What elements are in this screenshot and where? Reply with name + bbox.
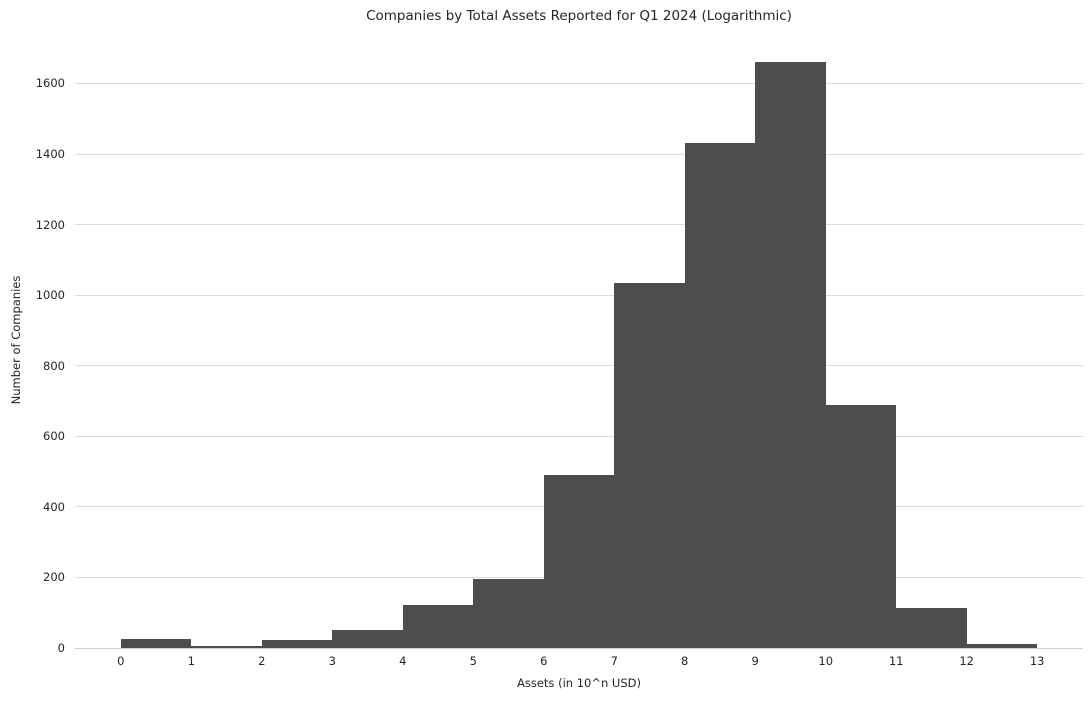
y-tick-label: 1000 — [35, 288, 65, 303]
gridline — [75, 435, 1083, 437]
gridline — [75, 153, 1083, 155]
x-tick-label: 1 — [187, 654, 195, 668]
x-tick-label: 12 — [959, 654, 974, 668]
y-tick-label: 1400 — [35, 147, 65, 162]
x-tick-label: 3 — [328, 654, 336, 668]
x-tick-label: 7 — [610, 654, 618, 668]
histogram-bar — [191, 645, 262, 648]
histogram-bar — [332, 630, 403, 648]
y-tick-label: 1200 — [35, 217, 65, 232]
x-tick-label: 2 — [258, 654, 266, 668]
histogram-bar — [896, 608, 967, 648]
y-tick-label: 800 — [43, 358, 65, 373]
x-tick-label: 13 — [1029, 654, 1045, 668]
y-tick-label: 1600 — [35, 76, 65, 91]
x-axis-label: Assets (in 10^n USD) — [517, 676, 641, 690]
x-tick-label: 11 — [888, 654, 904, 668]
x-tick-label: 10 — [818, 654, 834, 668]
histogram-bar — [825, 404, 897, 648]
chart-title: Companies by Total Assets Reported for Q… — [366, 8, 792, 24]
y-tick-label: 200 — [43, 570, 65, 585]
gridline — [75, 224, 1083, 226]
y-tick-label: 0 — [57, 641, 65, 655]
x-tick-label: 6 — [540, 654, 548, 668]
x-tick-label: 5 — [469, 654, 477, 668]
gridline — [75, 82, 1083, 84]
gridline — [75, 294, 1083, 296]
y-tick-label: 600 — [43, 429, 65, 444]
x-tick-label: 0 — [117, 654, 125, 668]
histogram-bar — [261, 639, 333, 648]
histogram-bar — [966, 644, 1038, 648]
x-tick-label: 4 — [399, 654, 407, 668]
gridline — [75, 365, 1083, 367]
histogram-bar — [684, 142, 756, 648]
histogram-bar — [473, 578, 544, 648]
histogram-bar — [120, 639, 192, 648]
histogram-bar — [614, 282, 685, 648]
y-tick-label: 400 — [43, 499, 65, 514]
x-tick-label: 8 — [681, 654, 689, 668]
x-axis-line — [75, 648, 1083, 649]
histogram-bar — [755, 62, 826, 648]
histogram-bar — [543, 475, 615, 648]
x-tick-label: 9 — [751, 654, 759, 668]
histogram-bar — [402, 604, 474, 648]
